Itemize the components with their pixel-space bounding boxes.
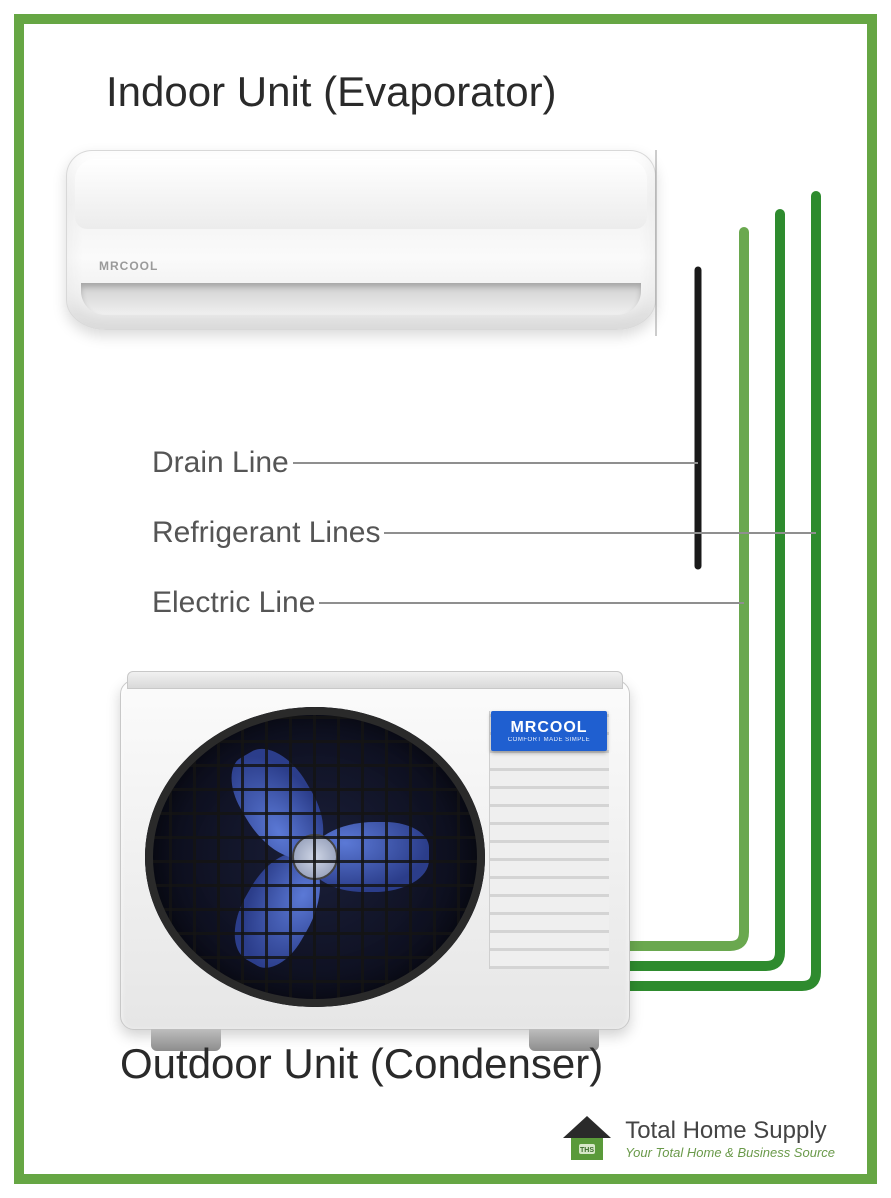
- label-drain: Drain Line: [152, 446, 698, 480]
- fan-grille: [145, 707, 485, 1007]
- label-electric: Electric Line: [152, 586, 744, 620]
- label-electric-text: Electric Line: [152, 586, 315, 620]
- leader-line-electric: [319, 602, 744, 604]
- footer-logo: THS Total Home Supply Your Total Home & …: [561, 1114, 835, 1162]
- outdoor-brand-plate: MRCOOL COMFORT MADE SIMPLE: [491, 711, 607, 751]
- outdoor-unit-top: [127, 671, 623, 689]
- footer-tagline: Your Total Home & Business Source: [625, 1145, 835, 1160]
- diagram-canvas: Indoor Unit (Evaporator) MRCOOL Drain Li…: [0, 0, 891, 1198]
- label-refrigerant: Refrigerant Lines: [152, 516, 816, 550]
- label-refrigerant-text: Refrigerant Lines: [152, 516, 380, 550]
- indoor-brand-label: MRCOOL: [99, 259, 158, 273]
- footer-company: Total Home Supply: [625, 1117, 835, 1145]
- outdoor-brand-subtext: COMFORT MADE SIMPLE: [508, 737, 590, 743]
- indoor-unit-title: Indoor Unit (Evaporator): [106, 68, 557, 116]
- label-drain-text: Drain Line: [152, 446, 289, 480]
- indoor-unit: MRCOOL: [66, 150, 656, 330]
- fan-housing: [145, 707, 485, 1007]
- leader-line-drain: [293, 462, 698, 464]
- house-icon: THS: [561, 1114, 613, 1162]
- svg-text:THS: THS: [580, 1147, 594, 1154]
- outdoor-brand-text: MRCOOL: [510, 719, 587, 737]
- indoor-louver: [81, 283, 641, 315]
- outdoor-unit-title: Outdoor Unit (Condenser): [120, 1040, 603, 1088]
- outdoor-unit: MRCOOL COMFORT MADE SIMPLE: [120, 680, 630, 1030]
- leader-line-refrigerant: [384, 532, 816, 534]
